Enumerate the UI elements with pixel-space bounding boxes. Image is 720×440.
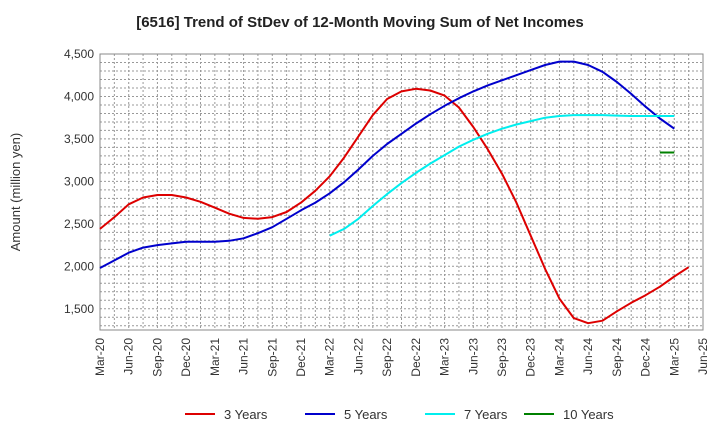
x-tick-label: Jun-25 — [696, 338, 710, 375]
series-layer — [99, 60, 690, 325]
x-tick-label: Sep-22 — [380, 338, 394, 377]
x-tick-label: Jun-24 — [581, 338, 595, 375]
x-tick-label: Dec-21 — [294, 338, 308, 377]
plot-area — [99, 53, 704, 331]
legend-label: 7 Years — [464, 407, 508, 422]
legend: 3 Years 5 Years 7 Years 10 Years — [185, 407, 614, 422]
x-tick-label: Dec-20 — [179, 338, 193, 377]
x-tick-label: Mar-25 — [667, 338, 681, 376]
y-tick-label: 2,000 — [64, 259, 94, 273]
x-tick-label: Mar-20 — [93, 338, 107, 376]
legend-label: 5 Years — [344, 407, 388, 422]
y-tick-label: 4,000 — [64, 89, 94, 103]
series-line — [329, 114, 675, 237]
x-tick-label: Dec-23 — [524, 338, 538, 377]
x-tick-label: Sep-21 — [265, 338, 279, 377]
chart-title: [6516] Trend of StDev of 12-Month Moving… — [136, 14, 584, 31]
series-line — [99, 60, 675, 269]
x-tick-label: Jun-20 — [122, 338, 136, 375]
x-tick-label: Sep-24 — [610, 338, 624, 377]
y-tick-label: 4,500 — [64, 47, 94, 61]
y-tick-label: 2,500 — [64, 217, 94, 231]
y-tick-label: 1,500 — [64, 302, 94, 316]
x-tick-label: Jun-22 — [351, 338, 365, 375]
x-tick-label: Mar-24 — [552, 338, 566, 376]
x-tick-label: Mar-22 — [323, 338, 337, 376]
x-tick-label: Dec-24 — [639, 338, 653, 377]
series-line — [99, 87, 690, 325]
x-tick-label: Mar-21 — [208, 338, 222, 376]
x-tick-label: Sep-20 — [150, 338, 164, 377]
x-tick-label: Dec-22 — [409, 338, 423, 377]
legend-label: 10 Years — [563, 407, 614, 422]
x-tick-label: Mar-23 — [438, 338, 452, 376]
x-tick-label: Jun-23 — [466, 338, 480, 375]
x-tick-label: Jun-21 — [237, 338, 251, 375]
y-tick-label: 3,500 — [64, 132, 94, 146]
x-tick-label: Sep-23 — [495, 338, 509, 377]
y-axis-label: Amount (million yen) — [8, 133, 23, 252]
x-axis: Mar-20 Jun-20 Sep-20 Dec-20 Mar-21 Jun-21 Sep-… — [93, 338, 710, 377]
grid — [100, 54, 703, 330]
y-tick-label: 3,000 — [64, 174, 94, 188]
legend-label: 3 Years — [224, 407, 268, 422]
y-axis: 1,500 2,000 2,500 3,000 3,500 4,000 4,500 — [64, 47, 94, 316]
